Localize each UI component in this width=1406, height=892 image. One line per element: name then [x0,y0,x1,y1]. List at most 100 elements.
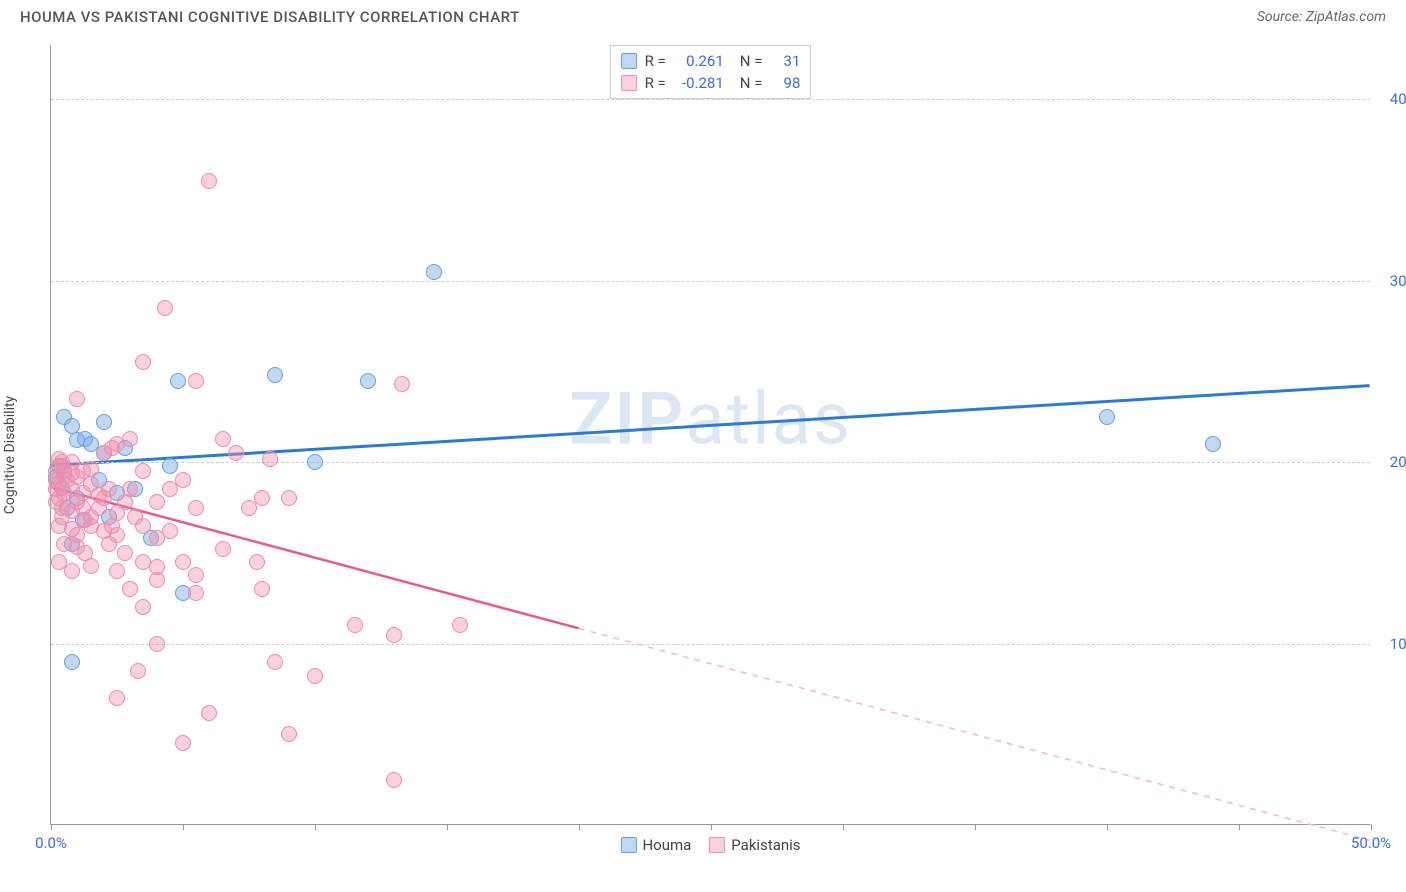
gridline [51,644,1370,645]
stat-r-value: 0.261 [674,52,724,70]
scatter-point [281,726,297,742]
stats-row: R = 0.261 N = 31 [621,50,801,72]
trend-line [51,386,1369,466]
scatter-point [170,373,186,389]
scatter-point [117,545,133,561]
legend-label: Pakistanis [731,836,800,854]
scatter-point [149,636,165,652]
scatter-point [175,554,191,570]
x-tick [975,824,976,830]
scatter-point [1099,409,1115,425]
scatter-point [96,490,112,506]
x-tick [315,824,316,830]
x-tick [579,824,580,830]
scatter-point [96,414,112,430]
plot-area: ZIPatlas R =0.261N =31R =-0.281N =98 Hou… [50,45,1370,825]
scatter-point [386,627,402,643]
x-tick [51,824,52,830]
scatter-point [347,617,363,633]
x-tick [447,824,448,830]
scatter-point [135,518,151,534]
scatter-point [188,567,204,583]
scatter-point [149,572,165,588]
scatter-point [109,690,125,706]
scatter-point [175,735,191,751]
stats-legend-box: R = 0.261 N = 31 R = -0.281 N = 98 [610,45,812,99]
legend-swatch [621,75,637,91]
scatter-point [122,431,138,447]
x-tick-label: 50.0% [1351,834,1391,852]
scatter-point [201,705,217,721]
scatter-point [307,668,323,684]
scatter-point [452,617,468,633]
y-axis-label: Cognitive Disability [2,396,18,514]
scatter-point [69,391,85,407]
scatter-point [188,500,204,516]
y-tick-label: 30.0% [1390,272,1406,290]
legend-item: Pakistanis [709,836,800,854]
scatter-point [188,373,204,389]
stat-r-label: R = [645,74,666,92]
legend-swatch [709,837,725,853]
scatter-point [69,494,85,510]
scatter-point [135,599,151,615]
scatter-point [135,463,151,479]
scatter-point [228,445,244,461]
scatter-point [386,772,402,788]
scatter-point [262,451,278,467]
x-tick [1107,824,1108,830]
series-legend: Houma Pakistanis [620,836,800,854]
scatter-point [267,654,283,670]
scatter-point [109,563,125,579]
scatter-point [267,367,283,383]
gridline [51,99,1370,100]
scatter-point [149,494,165,510]
scatter-point [215,541,231,557]
trend-lines [51,45,1370,824]
stat-r-label: R = [645,52,666,70]
scatter-point [162,523,178,539]
stat-r-value: -0.281 [674,74,724,92]
x-tick [1371,824,1372,830]
scatter-point [360,373,376,389]
watermark: ZIPatlas [569,376,852,461]
scatter-point [135,354,151,370]
scatter-point [307,454,323,470]
x-tick [711,824,712,830]
y-tick-label: 20.0% [1390,453,1406,471]
gridline [51,462,1370,463]
chart-title: HOUMA VS PAKISTANI COGNITIVE DISABILITY … [20,8,520,26]
legend-item: Houma [620,836,691,854]
trend-line [579,628,1370,840]
x-tick [1239,824,1240,830]
y-tick-label: 10.0% [1390,635,1406,653]
scatter-point [188,585,204,601]
scatter-point [64,454,80,470]
chart-header: HOUMA VS PAKISTANI COGNITIVE DISABILITY … [0,0,1406,30]
scatter-point [101,536,117,552]
scatter-point [130,663,146,679]
scatter-point [162,458,178,474]
scatter-point [249,554,265,570]
scatter-point [215,431,231,447]
y-tick-label: 40.0% [1390,90,1406,108]
stat-n-label: N = [740,52,763,70]
scatter-point [64,563,80,579]
scatter-point [48,481,64,497]
scatter-point [64,654,80,670]
scatter-point [157,300,173,316]
scatter-point [104,518,120,534]
legend-label: Houma [642,836,691,854]
scatter-point [241,500,257,516]
scatter-point [394,376,410,392]
legend-swatch [620,837,636,853]
scatter-point [83,558,99,574]
stats-row: R = -0.281 N = 98 [621,72,801,94]
scatter-point [201,173,217,189]
chart-source: Source: ZipAtlas.com [1257,9,1386,25]
scatter-point [175,472,191,488]
stat-n-value: 31 [770,52,800,70]
stat-n-label: N = [740,74,763,92]
stat-n-value: 98 [770,74,800,92]
scatter-point [122,581,138,597]
